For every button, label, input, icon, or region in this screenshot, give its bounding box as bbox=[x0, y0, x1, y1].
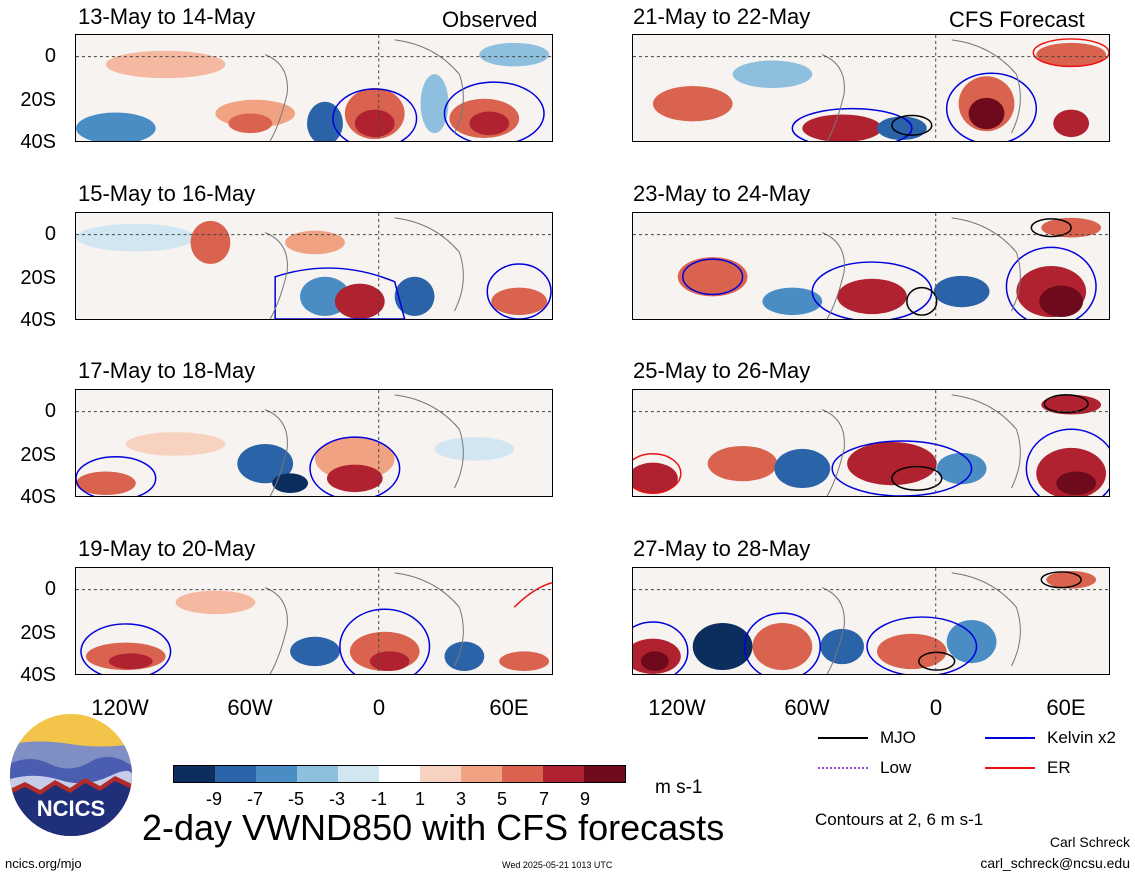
panel-title: 25-May to 26-May bbox=[633, 358, 811, 383]
colorbar-tick: -1 bbox=[370, 789, 387, 809]
map-panel bbox=[632, 212, 1110, 320]
colorbar-swatch bbox=[420, 766, 461, 782]
panel-title: 23-May to 24-May bbox=[633, 181, 811, 206]
panel-tag-cfs-forecast: CFS Forecast bbox=[949, 7, 1085, 32]
y-tick-label: 0 bbox=[44, 45, 56, 67]
ncics-logo: NCICS bbox=[10, 714, 132, 836]
panel-title: 15-May to 16-May bbox=[78, 181, 256, 206]
main-title: 2-day VWND850 with CFS forecasts bbox=[142, 807, 725, 848]
panel-title: 17-May to 18-May bbox=[78, 358, 256, 383]
map-panel bbox=[632, 34, 1110, 142]
colorbar-tick: -5 bbox=[287, 789, 304, 809]
x-tick-label: 0 bbox=[929, 695, 943, 720]
map-panel bbox=[632, 389, 1110, 497]
map-panel bbox=[75, 212, 553, 320]
panel-title: 27-May to 28-May bbox=[633, 536, 811, 561]
legend-label-mjo: MJO bbox=[880, 728, 916, 747]
colorbar-tick: 9 bbox=[579, 789, 590, 809]
map-panel bbox=[75, 567, 553, 675]
legend-label-er: ER bbox=[1047, 758, 1071, 777]
y-tick-label: 20S bbox=[20, 89, 56, 111]
colorbar-tick: 3 bbox=[455, 789, 466, 809]
x-tick-label: 60E bbox=[489, 695, 529, 720]
x-tick-label: 0 bbox=[372, 695, 386, 720]
colorbar-swatch bbox=[584, 766, 625, 782]
y-tick-label: 20S bbox=[20, 622, 56, 644]
y-tick-label: 40S bbox=[20, 309, 56, 331]
y-tick-label: 0 bbox=[44, 223, 56, 245]
colorbar-swatch bbox=[174, 766, 215, 782]
y-tick-label: 40S bbox=[20, 131, 56, 153]
legend-label-kelvin: Kelvin x2 bbox=[1047, 728, 1116, 747]
mjo-legend-line bbox=[818, 737, 868, 739]
kelvin-legend-line bbox=[985, 737, 1035, 739]
er-legend-line bbox=[985, 767, 1035, 769]
x-tick-label: 120W bbox=[91, 695, 149, 720]
x-tick-label: 60W bbox=[784, 695, 830, 720]
colorbar-swatch bbox=[297, 766, 338, 782]
x-tick-label: 60E bbox=[1046, 695, 1086, 720]
colorbar-tick: 7 bbox=[538, 789, 549, 809]
map-panel bbox=[632, 567, 1110, 675]
colorbar-swatch bbox=[461, 766, 502, 782]
panel-tag-observed: Observed bbox=[442, 7, 538, 32]
colorbar-swatch bbox=[256, 766, 297, 782]
logo-text: NCICS bbox=[36, 796, 106, 821]
contours-note: Contours at 2, 6 m s-1 bbox=[815, 810, 984, 829]
colorbar-swatch bbox=[502, 766, 543, 782]
x-tick-label: 60W bbox=[227, 695, 273, 720]
y-tick-label: 40S bbox=[20, 486, 56, 508]
colorbar-units: m s-1 bbox=[655, 777, 703, 798]
y-tick-label: 40S bbox=[20, 664, 56, 686]
panel-title: 21-May to 22-May bbox=[633, 4, 811, 29]
panel-title: 13-May to 14-May bbox=[78, 4, 256, 29]
y-tick-label: 0 bbox=[44, 578, 56, 600]
low-legend-line bbox=[818, 767, 868, 769]
legend-label-low: Low bbox=[880, 758, 912, 777]
colorbar-swatch bbox=[215, 766, 256, 782]
colorbar-tick: -7 bbox=[246, 789, 263, 809]
panel-title: 19-May to 20-May bbox=[78, 536, 256, 561]
colorbar-tick: 5 bbox=[496, 789, 507, 809]
x-tick-label: 120W bbox=[648, 695, 706, 720]
map-panel bbox=[75, 34, 553, 142]
author-email[interactable]: carl_schreck@ncsu.edu bbox=[980, 855, 1130, 871]
colorbar-tick: -3 bbox=[328, 789, 345, 809]
site-link[interactable]: ncics.org/mjo bbox=[5, 856, 82, 871]
timestamp: Wed 2025-05-21 1013 UTC bbox=[502, 860, 613, 870]
map-panel bbox=[75, 389, 553, 497]
colorbar-tick: -9 bbox=[205, 789, 222, 809]
colorbar-swatch bbox=[338, 766, 379, 782]
colorbar-swatch bbox=[379, 766, 420, 782]
colorbar bbox=[173, 765, 626, 783]
colorbar-tick: 1 bbox=[414, 789, 425, 809]
y-tick-label: 0 bbox=[44, 400, 56, 422]
colorbar-swatch bbox=[543, 766, 584, 782]
author-name: Carl Schreck bbox=[1049, 834, 1130, 850]
y-tick-label: 20S bbox=[20, 267, 56, 289]
y-tick-label: 20S bbox=[20, 444, 56, 466]
